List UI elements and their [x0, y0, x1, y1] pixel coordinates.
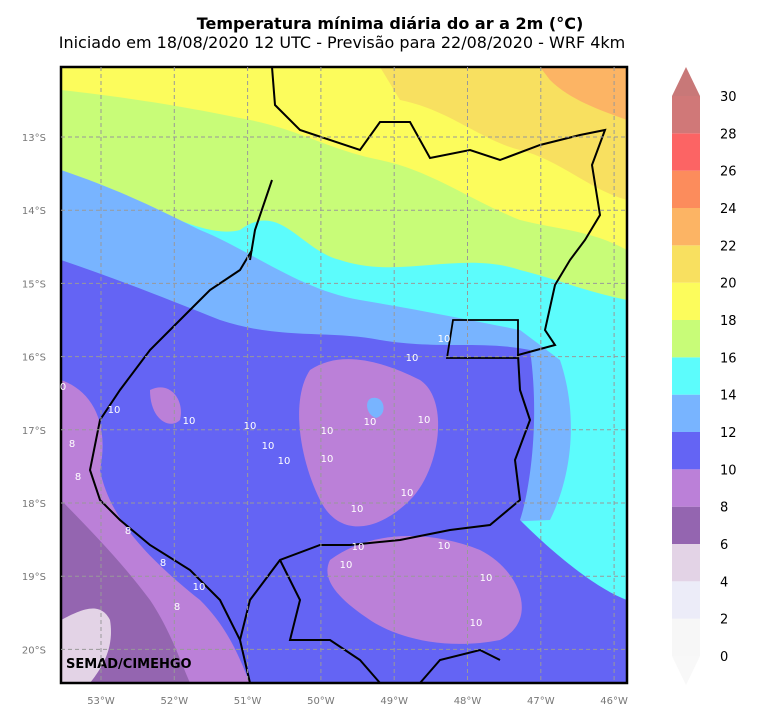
lon-label: 50°W: [307, 696, 335, 707]
contour-label: 10: [351, 504, 364, 515]
colorbar-over: [672, 67, 700, 96]
colorbar-segment: [672, 357, 700, 395]
colorbar-tick: 24: [720, 202, 737, 217]
credit: SEMAD/CIMEHGO: [66, 657, 192, 672]
lon-label: 47°W: [527, 696, 555, 707]
colorbar-segment: [672, 394, 700, 432]
lon-label: 51°W: [234, 696, 262, 707]
colorbar-tick: 8: [720, 501, 728, 516]
contour-label: 10: [340, 560, 353, 571]
lon-label: 53°W: [87, 696, 115, 707]
lat-label: 17°S: [22, 426, 46, 437]
colorbar-segment: [672, 170, 700, 208]
map-frame: [59, 65, 629, 685]
colorbar-segment: [672, 282, 700, 320]
colorbar-tick: 28: [720, 127, 737, 142]
contour-label: 8: [69, 439, 75, 450]
contour-label: 10: [352, 542, 365, 553]
colorbar-tick: 4: [720, 575, 728, 590]
contour-label: 10: [364, 417, 377, 428]
colorbar-segment: [672, 432, 700, 470]
contour-label: 0: [60, 382, 66, 393]
contour-label: 10: [108, 405, 121, 416]
colorbar-segment: [672, 208, 700, 246]
lat-label: 19°S: [22, 572, 46, 583]
state-borders: [88, 66, 607, 684]
colorbar-tick: 18: [720, 314, 737, 329]
contour-label: 8: [125, 526, 131, 537]
contour-label: 10: [193, 582, 206, 593]
contour-label: 10: [438, 541, 451, 552]
colorbar-segment: [672, 581, 700, 619]
colorbar-under: [672, 656, 700, 685]
lat-label: 16°S: [22, 353, 46, 364]
contour-label: 10: [418, 415, 431, 426]
colorbar-tick: 6: [720, 538, 728, 553]
contour-label: 8: [160, 558, 166, 569]
colorbar-segment: [672, 320, 700, 358]
colorbar-tick: 16: [720, 351, 737, 366]
contour-label: 10: [438, 334, 451, 345]
lat-label: 14°S: [22, 206, 46, 217]
colorbar-tick: 10: [720, 463, 737, 478]
map-field: [61, 67, 627, 683]
contour-label: 10: [183, 416, 196, 427]
lat-label: 18°S: [22, 499, 46, 510]
contour-label: 10: [321, 426, 334, 437]
lat-label: 13°S: [22, 133, 46, 144]
contour-label: 10: [321, 454, 334, 465]
colorbar-tick: 12: [720, 426, 737, 441]
contour-label: 10: [470, 618, 483, 629]
lon-label: 49°W: [380, 696, 408, 707]
lat-label: 15°S: [22, 279, 46, 290]
colorbar-tick: 30: [720, 90, 737, 105]
colorbar-segment: [672, 618, 700, 656]
colorbar-tick: 0: [720, 650, 728, 665]
contour-label: 10: [406, 353, 419, 364]
title: Temperatura mínima diária do ar a 2m (°C…: [197, 14, 584, 33]
contour-label: 10: [278, 456, 291, 467]
lat-label: 20°S: [22, 645, 46, 656]
lon-label: 48°W: [454, 696, 482, 707]
colorbar-segment: [672, 544, 700, 582]
contour-label: 8: [174, 602, 180, 613]
colorbar-tick: 26: [720, 165, 737, 180]
colorbar-segment: [672, 96, 700, 134]
contour-label: 10: [401, 488, 414, 499]
colorbar-segment: [672, 469, 700, 507]
colorbar-tick: 20: [720, 277, 737, 292]
colorbar-tick: 2: [720, 613, 728, 628]
colorbar-segment: [672, 506, 700, 544]
colorbar-tick: 22: [720, 239, 737, 254]
contour-label: 10: [262, 441, 275, 452]
colorbar-segment: [672, 245, 700, 283]
contour-label: 10: [480, 573, 493, 584]
contour-label: 10: [244, 421, 257, 432]
contour-label: 8: [75, 472, 81, 483]
lon-label: 46°W: [600, 696, 628, 707]
colorbar-tick: 14: [720, 389, 737, 404]
colorbar-segment: [672, 133, 700, 171]
lon-label: 52°W: [160, 696, 188, 707]
subtitle: Iniciado em 18/08/2020 12 UTC - Previsão…: [59, 33, 626, 52]
